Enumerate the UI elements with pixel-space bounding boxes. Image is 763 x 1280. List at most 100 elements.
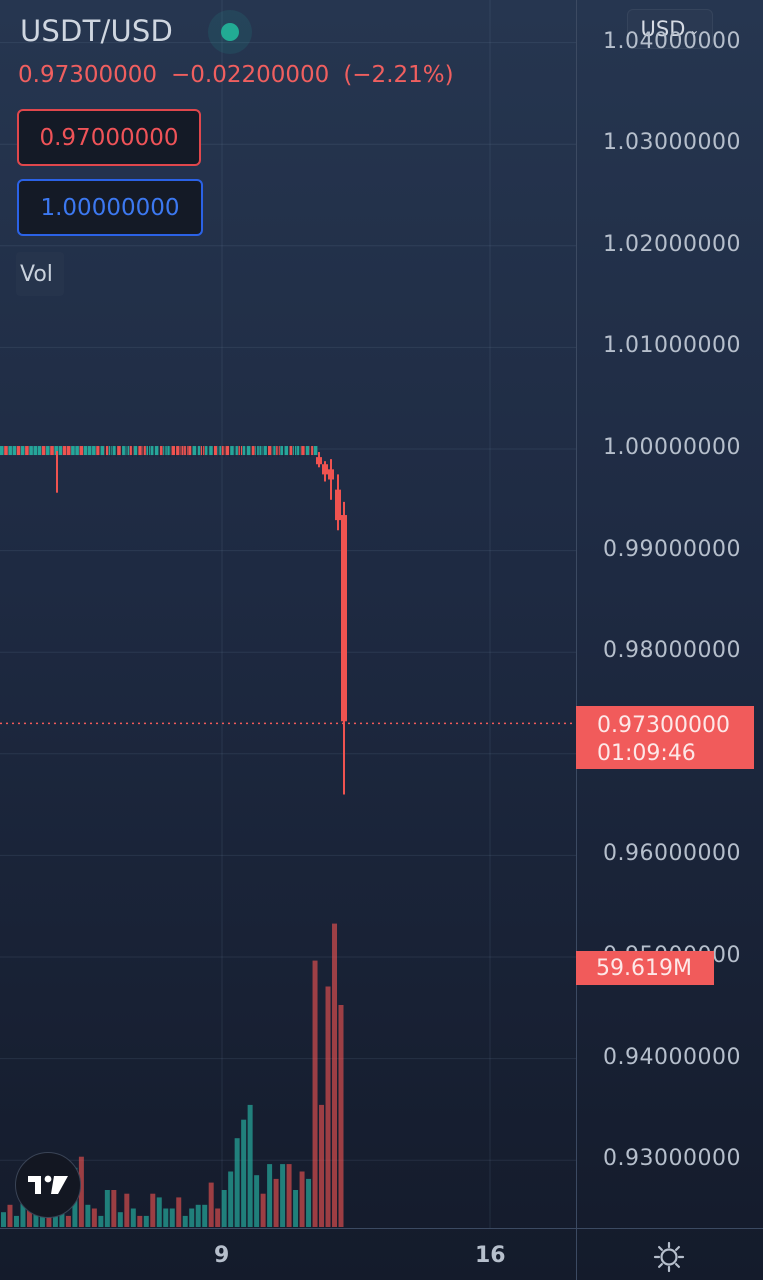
volume-bar <box>78 1156 84 1227</box>
settings-gear-icon[interactable] <box>652 1240 686 1274</box>
candle <box>133 446 138 456</box>
candle <box>167 446 171 456</box>
candle <box>297 446 301 456</box>
candle <box>267 446 272 456</box>
volume-bar <box>293 1190 299 1227</box>
volume-bar <box>312 960 318 1227</box>
volume-bar <box>13 1215 19 1227</box>
price-axis-label: 0.96000000 <box>603 841 741 867</box>
volume-bar <box>169 1208 175 1227</box>
candle <box>4 446 8 456</box>
last-price-tag: 0.97300000 01:09:46 <box>576 706 754 769</box>
volume-bar <box>299 1171 305 1227</box>
currency-selector[interactable]: USD ⌄ <box>627 9 713 49</box>
candle <box>284 446 289 456</box>
candle <box>29 446 33 456</box>
candle <box>129 446 134 456</box>
price-axis-label: 0.94000000 <box>603 1044 741 1070</box>
candle <box>58 446 63 456</box>
volume-bar <box>286 1164 292 1227</box>
volume-bar <box>124 1193 130 1227</box>
candle <box>316 457 322 465</box>
volume-bar <box>143 1215 149 1227</box>
candle <box>328 469 334 480</box>
volume-bar <box>338 1005 344 1227</box>
price-tag-countdown: 01:09:46 <box>597 741 696 766</box>
candle <box>209 446 213 456</box>
candle <box>33 446 38 456</box>
volume-bar <box>1 1212 6 1227</box>
symbol-title[interactable]: USDT/USD <box>20 14 174 48</box>
price-axis-label: 1.00000000 <box>603 435 741 460</box>
candle <box>92 446 96 456</box>
candle <box>0 446 4 456</box>
live-dot-icon <box>221 23 239 41</box>
buy-button[interactable]: 1.00000000 <box>17 179 203 236</box>
volume-bar <box>137 1215 143 1227</box>
candle <box>322 464 328 475</box>
volume-bar <box>280 1164 286 1227</box>
volume-bar <box>176 1197 182 1227</box>
volume-bar <box>273 1178 279 1227</box>
time-label-16: 16 <box>475 1243 506 1268</box>
currency-label: USD <box>640 17 686 41</box>
candle <box>62 446 67 456</box>
candle <box>271 446 276 456</box>
candle <box>104 446 109 456</box>
tradingview-icon <box>28 1175 68 1194</box>
candle <box>112 446 117 456</box>
volume-bar <box>215 1208 221 1227</box>
candle <box>263 446 268 456</box>
volume-bars <box>1 923 344 1227</box>
candle <box>25 446 29 456</box>
tradingview-logo[interactable] <box>15 1152 81 1218</box>
candle <box>66 446 71 456</box>
volume-bar <box>91 1208 97 1227</box>
volume-bar <box>156 1197 162 1227</box>
candle <box>184 446 188 456</box>
candle <box>50 446 54 456</box>
candle <box>179 446 184 456</box>
candle <box>192 446 197 456</box>
volume-bar <box>267 1164 273 1227</box>
candle <box>71 446 75 456</box>
price-axis-label: 1.03000000 <box>603 130 741 156</box>
candle <box>175 446 180 456</box>
volume-bar <box>7 1204 13 1227</box>
candle <box>225 446 230 456</box>
candle <box>46 446 50 456</box>
candle <box>217 446 222 456</box>
candle <box>251 446 255 456</box>
candle <box>20 446 25 456</box>
last-price: 0.97300000 <box>18 62 158 88</box>
candle <box>41 446 46 456</box>
volume-legend[interactable]: Vol <box>16 252 64 296</box>
volume-bar <box>208 1182 214 1227</box>
volume-bar <box>241 1119 247 1227</box>
volume-bar <box>260 1193 266 1227</box>
volume-bar <box>150 1193 156 1227</box>
candle <box>205 446 209 456</box>
candle <box>230 446 234 456</box>
candle <box>305 446 310 456</box>
candle <box>37 446 42 456</box>
candle <box>309 446 314 456</box>
candle <box>54 446 58 456</box>
volume-bar <box>221 1190 227 1227</box>
candle <box>87 446 92 456</box>
candle <box>246 446 251 456</box>
candle <box>8 446 12 456</box>
price-change-pct: (−2.21%) <box>343 62 454 88</box>
price-axis-label: 1.02000000 <box>603 231 741 257</box>
volume-tag: 59.619M <box>576 951 714 985</box>
candle <box>142 446 146 456</box>
chevron-down-icon: ⌄ <box>689 23 700 37</box>
candle <box>259 446 264 456</box>
candle <box>221 446 226 456</box>
volume-bar <box>104 1190 110 1227</box>
candle <box>335 489 341 521</box>
candle <box>138 446 142 456</box>
price-axis-label: 0.98000000 <box>603 638 741 664</box>
sell-button[interactable]: 0.97000000 <box>17 109 201 166</box>
